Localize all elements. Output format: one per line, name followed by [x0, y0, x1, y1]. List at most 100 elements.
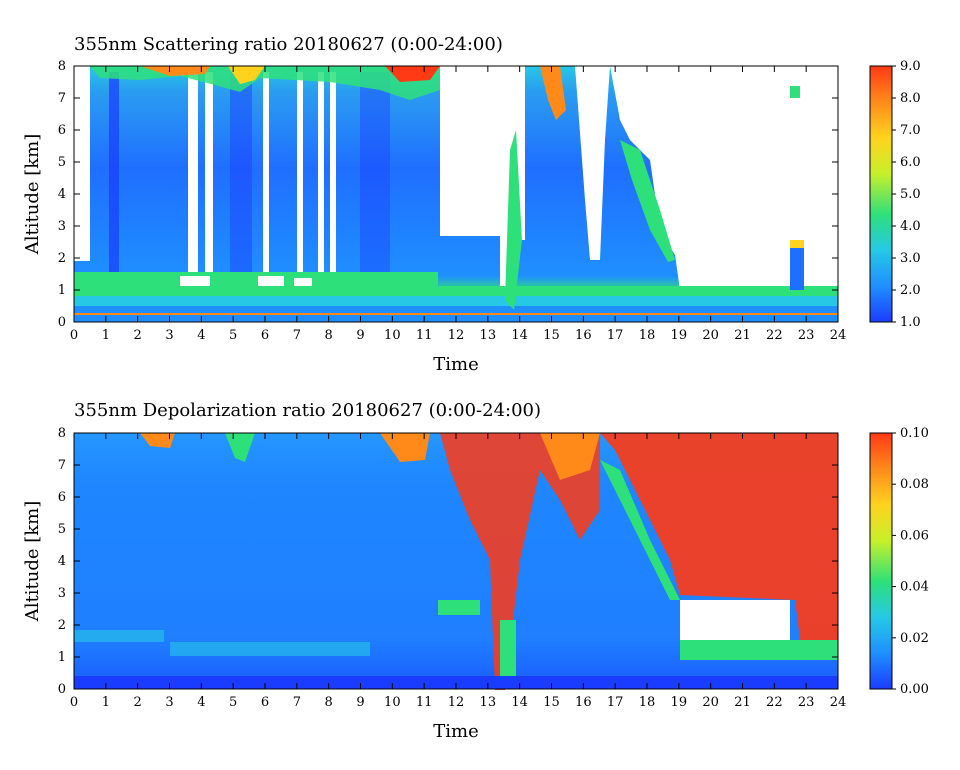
colorbar-gradient — [869, 432, 893, 690]
heatmap-cloud — [790, 245, 804, 290]
heatmap-layer — [438, 600, 480, 615]
x-tick-label: 11 — [416, 328, 433, 343]
heatmap-cloud — [540, 66, 566, 120]
heatmap-layer — [680, 640, 838, 660]
heatmap-cloud — [790, 240, 804, 248]
x-tick-label: 13 — [480, 695, 497, 710]
heatmap-cloud — [505, 130, 522, 310]
colorbar-ticks: 0.00 0.02 0.04 0.06 0.08 0.10 — [892, 426, 929, 697]
x-tick-label: 3 — [165, 328, 173, 343]
heatmap-cloud — [440, 433, 600, 690]
x-tick-label: 21 — [734, 328, 751, 343]
x-tick-label: 12 — [448, 328, 465, 343]
y-tick-label: 0 — [58, 682, 66, 697]
y-tick-label: 6 — [58, 490, 66, 505]
x-axis-label: Time — [433, 721, 478, 742]
colorbar-tick-label: 0.08 — [900, 477, 929, 492]
x-tick-label: 9 — [356, 328, 364, 343]
colorbar-ticks: 1.0 2.0 3.0 4.0 5.0 6.0 7.0 8.0 9.0 — [892, 59, 921, 330]
x-tick-label: 5 — [229, 695, 237, 710]
heatmap-gap — [297, 72, 303, 272]
colorbar-tick-label: 5.0 — [900, 187, 921, 202]
x-tick-label: 13 — [480, 328, 497, 343]
colorbar-tick-label: 0.10 — [900, 426, 929, 441]
y-tick-label: 3 — [58, 586, 66, 601]
x-tick-label: 22 — [766, 328, 783, 343]
x-tick-label: 20 — [702, 695, 719, 710]
x-tick-label: 6 — [261, 695, 269, 710]
y-tick-label: 4 — [58, 554, 66, 569]
y-tick-label: 8 — [58, 59, 66, 74]
heatmap-cloud — [600, 433, 838, 640]
heatmap-gap — [263, 72, 269, 272]
x-tick-label: 23 — [798, 328, 815, 343]
colorbar-tick-label: 8.0 — [900, 91, 921, 106]
x-tick-label: 8 — [325, 328, 333, 343]
heatmap-gap — [188, 72, 198, 272]
colorbar-tick-label: 9.0 — [900, 59, 921, 74]
heatmap-cloud — [680, 600, 790, 640]
x-tick-label: 8 — [325, 695, 333, 710]
x-tick-label: 19 — [671, 695, 688, 710]
heatmap-cloud — [380, 433, 430, 462]
y-tick-label: 1 — [58, 650, 66, 665]
x-tick-label: 10 — [384, 695, 401, 710]
x-tick-label: 10 — [384, 328, 401, 343]
heatmap-layer — [74, 630, 164, 642]
x-tick-label: 5 — [229, 328, 237, 343]
heatmap-layer — [170, 642, 370, 656]
x-tick-label: 0 — [70, 695, 78, 710]
y-tick-label: 7 — [58, 91, 66, 106]
y-tick-label: 2 — [58, 618, 66, 633]
x-tick-label: 23 — [798, 695, 815, 710]
x-tick-label: 11 — [416, 695, 433, 710]
y-tick-label: 0 — [58, 315, 66, 330]
y-tick-label: 5 — [58, 155, 66, 170]
chart-title: 355nm Scattering ratio 20180627 (0:00-24… — [74, 34, 503, 55]
heatmap-streak — [360, 72, 390, 272]
x-tick-label: 6 — [261, 328, 269, 343]
y-tick-label: 2 — [58, 251, 66, 266]
heatmap-cloud — [258, 276, 284, 286]
x-tick-label: 1 — [102, 695, 110, 710]
x-tick-label: 24 — [830, 328, 847, 343]
colorbar-tick-label: 0.02 — [900, 631, 929, 646]
colorbar: 1.0 2.0 3.0 4.0 5.0 6.0 7.0 8.0 9.0 — [869, 59, 921, 330]
heatmap-cloud — [540, 433, 600, 480]
x-tick-label: 4 — [197, 695, 205, 710]
x-tick-label: 16 — [575, 328, 592, 343]
colorbar-tick-label: 7.0 — [900, 123, 921, 138]
x-tick-label: 17 — [607, 328, 624, 343]
y-axis-label: Altitude [km] — [22, 501, 43, 623]
x-tick-label: 20 — [702, 328, 719, 343]
x-tick-label: 3 — [165, 695, 173, 710]
y-tick-label: 4 — [58, 187, 66, 202]
x-tick-label: 1 — [102, 328, 110, 343]
heatmap-cloud — [790, 86, 800, 98]
plot-area — [74, 433, 838, 690]
heatmap-gap — [440, 66, 502, 236]
y-tick-label: 3 — [58, 219, 66, 234]
colorbar-tick-label: 2.0 — [900, 283, 921, 298]
x-tick-label: 18 — [639, 695, 656, 710]
y-axis-label: Altitude [km] — [22, 134, 43, 256]
heatmap-cloud — [180, 276, 210, 286]
x-axis-label: Time — [433, 354, 478, 375]
colorbar: 0.00 0.02 0.04 0.06 0.08 0.10 — [869, 426, 929, 697]
x-tick-label: 21 — [734, 695, 751, 710]
colorbar-tick-label: 3.0 — [900, 251, 921, 266]
x-tick-label: 7 — [293, 695, 301, 710]
scattering-ratio-panel: 355nm Scattering ratio 20180627 (0:00-24… — [22, 34, 921, 375]
colorbar-tick-label: 0.00 — [900, 682, 929, 697]
heatmap-gap — [318, 72, 324, 272]
y-tick-label: 7 — [58, 458, 66, 473]
heatmap-layer — [74, 272, 438, 286]
x-tick-label: 12 — [448, 695, 465, 710]
colorbar-tick-label: 1.0 — [900, 315, 921, 330]
plot-area — [74, 66, 838, 322]
x-tick-label: 7 — [293, 328, 301, 343]
heatmap-gap — [205, 72, 213, 272]
heatmap-layer — [74, 313, 838, 315]
heatmap-cloud — [600, 460, 680, 600]
